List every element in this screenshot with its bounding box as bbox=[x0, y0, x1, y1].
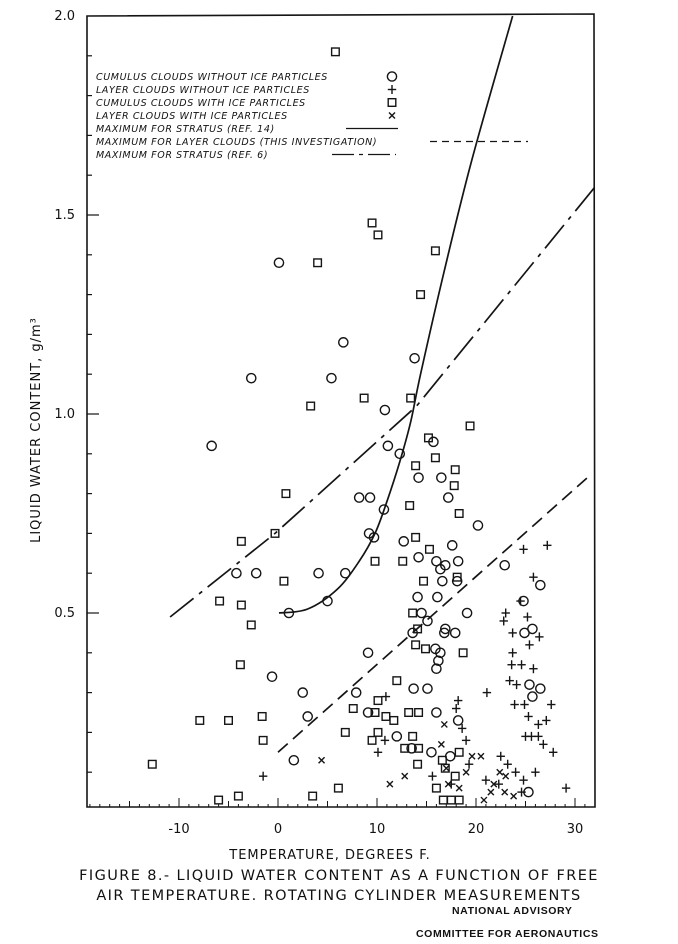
x-tick-label: 10 bbox=[369, 822, 386, 837]
legend-entry: LAYER CLOUDS WITHOUT ICE PARTICLES bbox=[96, 85, 310, 96]
series-x bbox=[318, 720, 518, 804]
y-tick-label: 2.0 bbox=[54, 9, 75, 24]
data-points bbox=[147, 47, 571, 805]
line-dashed bbox=[277, 473, 593, 753]
legend-entry: MAXIMUM FOR LAYER CLOUDS (THIS INVESTIGA… bbox=[96, 137, 377, 148]
legend-entry: MAXIMUM FOR STRATUS (REF. 14) bbox=[96, 124, 275, 135]
line-dash-dot bbox=[169, 186, 596, 618]
x-tick-label: 30 bbox=[567, 822, 584, 837]
x-tick-label: -10 bbox=[168, 822, 189, 837]
figure-caption-line1: FIGURE 8.- LIQUID WATER CONTENT AS A FUN… bbox=[79, 868, 599, 884]
legend-entry: CUMULUS CLOUDS WITHOUT ICE PARTICLES bbox=[96, 72, 328, 83]
legend: CUMULUS CLOUDS WITHOUT ICE PARTICLES LAYE… bbox=[96, 71, 528, 161]
y-axis: 0.5 1.0 1.5 2.0 bbox=[54, 9, 99, 773]
x-tick-label: 20 bbox=[468, 822, 485, 837]
y-axis-title: LIQUID WATER CONTENT, g/m³ bbox=[29, 317, 44, 543]
x-axis-title: TEMPERATURE, DEGREES F. bbox=[228, 848, 430, 863]
naca-stamp-line2: COMMITTEE FOR AERONAUTICS bbox=[416, 928, 599, 940]
y-tick-label: 0.5 bbox=[54, 606, 75, 621]
legend-entry: MAXIMUM FOR STRATUS (REF. 6) bbox=[96, 150, 268, 161]
reference-lines bbox=[169, 15, 596, 753]
plot-frame bbox=[86, 13, 596, 808]
y-tick-label: 1.0 bbox=[54, 407, 75, 422]
series-plus bbox=[258, 540, 571, 797]
series-square bbox=[147, 47, 475, 805]
legend-entry: CUMULUS CLOUDS WITH ICE PARTICLES bbox=[96, 98, 306, 109]
series-circle bbox=[206, 257, 546, 798]
line-solid bbox=[278, 15, 514, 614]
x-axis: -10 0 10 20 30 bbox=[89, 798, 586, 837]
x-tick-label: 0 bbox=[274, 822, 282, 837]
y-tick-label: 1.5 bbox=[54, 208, 75, 223]
figure-caption-line2: AIR TEMPERATURE. ROTATING CYLINDER MEASU… bbox=[96, 888, 582, 904]
legend-entry: LAYER CLOUDS WITH ICE PARTICLES bbox=[96, 111, 288, 122]
naca-stamp-line1: NATIONAL ADVISORY bbox=[452, 905, 573, 917]
